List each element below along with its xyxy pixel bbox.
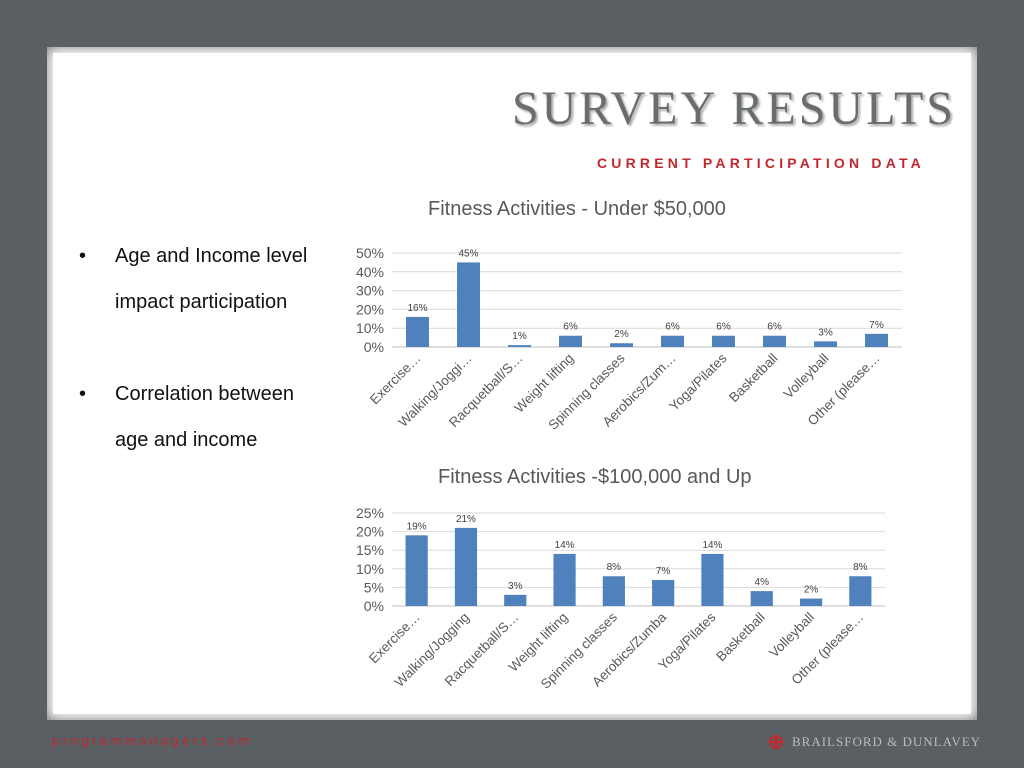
x-tick-label: Basketball xyxy=(726,351,781,406)
data-label: 3% xyxy=(508,581,523,592)
data-label: 8% xyxy=(853,562,868,573)
bar xyxy=(610,343,633,347)
data-label: 1% xyxy=(512,331,527,342)
bar xyxy=(504,594,527,606)
bar xyxy=(701,553,724,606)
bar xyxy=(405,535,428,606)
slide: SURVEY RESULTS CURRENT PARTICIPATION DAT… xyxy=(47,47,977,720)
chart-title-under-50k: Fitness Activities - Under $50,000 xyxy=(428,198,726,220)
data-label: 7% xyxy=(869,320,884,331)
bar xyxy=(712,335,735,347)
chart-title-100k-up: Fitness Activities -$100,000 and Up xyxy=(438,466,752,488)
y-tick-label: 50% xyxy=(356,245,384,261)
data-label: 2% xyxy=(614,329,629,340)
x-tick-label: Volleyball xyxy=(781,351,832,402)
logo-text: BRAILSFORD & DUNLAVEY xyxy=(792,734,982,749)
data-label: 21% xyxy=(456,514,476,525)
bar xyxy=(763,335,786,347)
company-logo: BRAILSFORD & DUNLAVEY xyxy=(766,731,981,753)
bar xyxy=(849,576,872,606)
y-tick-label: 40% xyxy=(356,264,384,280)
website-link[interactable]: programmanagers.com xyxy=(52,733,253,748)
data-label: 2% xyxy=(804,585,819,596)
data-label: 7% xyxy=(656,566,671,577)
bar xyxy=(559,335,582,347)
y-tick-label: 20% xyxy=(356,301,384,317)
data-label: 6% xyxy=(767,322,782,333)
bar-chart-100k-up: 0%5%10%15%20%25%19%Exercise…21%Walking/J… xyxy=(356,505,885,692)
bar xyxy=(406,316,429,347)
y-tick-label: 15% xyxy=(356,542,384,558)
data-label: 3% xyxy=(818,327,833,338)
slide-subtitle: CURRENT PARTICIPATION DATA xyxy=(597,155,925,171)
bullet-item: Correlation between age and income xyxy=(79,371,329,463)
y-tick-label: 30% xyxy=(356,283,384,299)
y-tick-label: 0% xyxy=(364,339,384,355)
data-label: 16% xyxy=(407,303,427,314)
bar xyxy=(508,345,531,347)
bar xyxy=(661,335,684,347)
bar xyxy=(553,553,576,606)
bullet-list: Age and Income level impact participatio… xyxy=(79,233,329,463)
bar xyxy=(750,591,773,606)
bar-chart-under-50k: 0%10%20%30%40%50%16%Exercise…45%Walking/… xyxy=(356,245,902,433)
x-tick-label: Volleyball xyxy=(766,610,817,661)
data-label: 6% xyxy=(716,322,731,333)
bar xyxy=(799,598,823,606)
y-tick-label: 10% xyxy=(356,561,384,577)
data-label: 45% xyxy=(458,248,478,259)
y-tick-label: 25% xyxy=(356,505,384,521)
slide-title: SURVEY RESULTS xyxy=(511,82,956,135)
bar xyxy=(454,527,478,606)
y-tick-label: 10% xyxy=(356,320,384,336)
data-label: 8% xyxy=(607,562,622,573)
y-tick-label: 0% xyxy=(364,598,384,614)
data-label: 4% xyxy=(755,577,770,588)
bar xyxy=(865,333,888,347)
bullet-item: Age and Income level impact participatio… xyxy=(79,233,329,325)
data-label: 6% xyxy=(563,322,578,333)
bar xyxy=(814,341,837,347)
data-label: 6% xyxy=(665,322,680,333)
compass-icon xyxy=(766,732,786,752)
y-tick-label: 20% xyxy=(356,524,384,540)
data-label: 14% xyxy=(555,540,575,551)
x-tick-label: Basketball xyxy=(713,610,768,665)
bar xyxy=(652,579,675,606)
y-tick-label: 5% xyxy=(364,579,384,595)
bar xyxy=(457,262,480,347)
bar xyxy=(602,576,625,606)
data-label: 19% xyxy=(407,521,427,532)
data-label: 14% xyxy=(702,540,722,551)
